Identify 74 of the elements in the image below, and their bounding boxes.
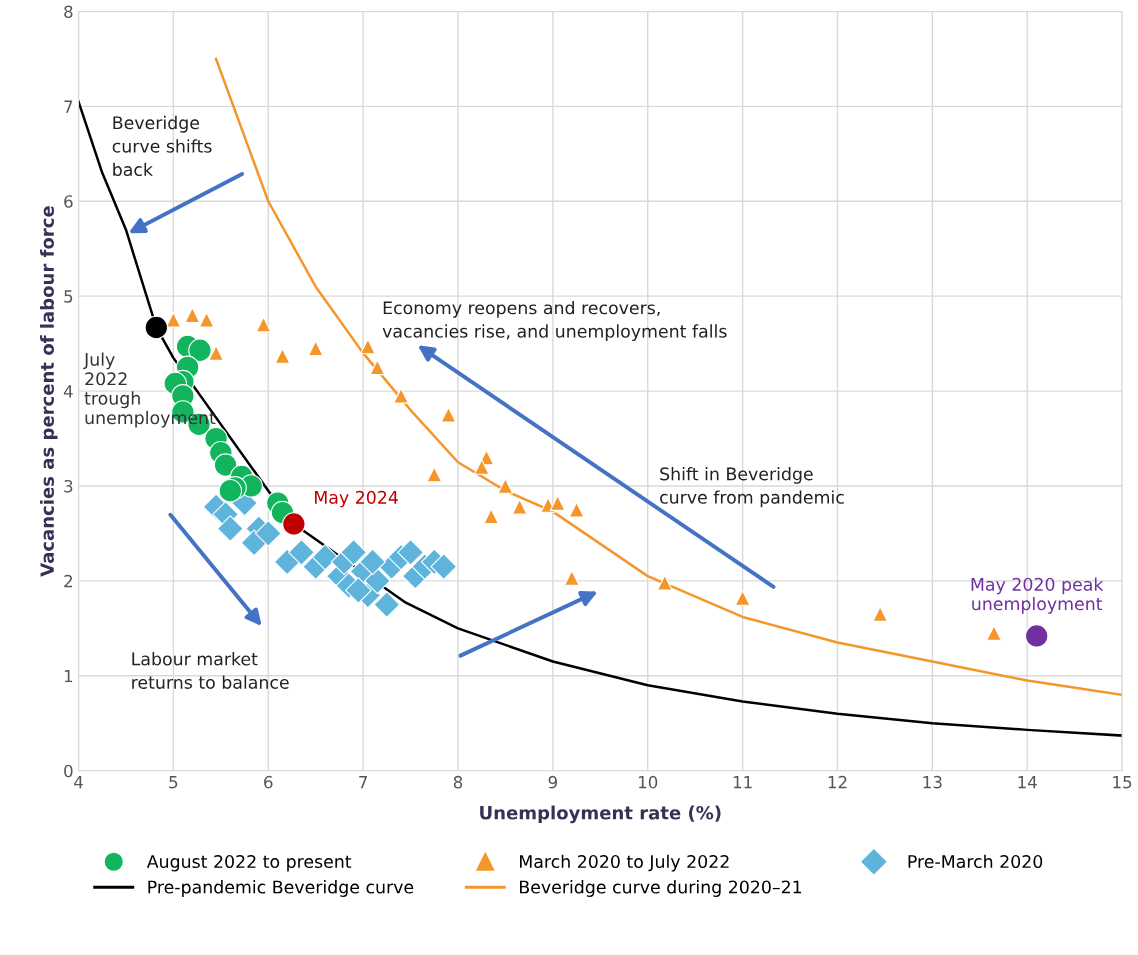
annotation: Labour market returns to balance <box>132 652 289 689</box>
y-tick-label: 0 <box>64 764 73 778</box>
point <box>188 338 212 363</box>
point <box>872 606 888 622</box>
point <box>373 591 401 618</box>
point <box>216 515 244 543</box>
point <box>255 316 272 333</box>
point <box>656 574 673 591</box>
point <box>986 625 1002 641</box>
annotation: Shift in Beveridge curve from pandemic <box>660 466 844 508</box>
point <box>208 345 224 361</box>
x-tick-label: 9 <box>548 775 557 789</box>
x-axis-title: Unemployment rate (%) <box>480 805 721 824</box>
y-tick-label: 7 <box>64 100 73 113</box>
x-tick-label: 14 <box>1018 776 1037 789</box>
point <box>273 548 301 576</box>
point <box>218 478 243 503</box>
point <box>440 406 457 423</box>
point <box>473 459 490 475</box>
x-tick-label: 5 <box>169 776 178 789</box>
point <box>340 539 367 566</box>
x-tick-label: 13 <box>923 775 942 789</box>
y-tick-label: 6 <box>64 195 73 208</box>
point <box>307 340 324 357</box>
y-tick-label: 3 <box>64 479 73 493</box>
point <box>497 478 514 494</box>
x-tick-label: 8 <box>453 775 463 789</box>
annotation: May 2024 <box>315 490 398 508</box>
point <box>369 359 386 376</box>
x-tick-label: 10 <box>638 775 658 789</box>
x-tick-label: 12 <box>828 775 847 789</box>
legend-label: Pre-pandemic Beveridge curve <box>148 880 414 897</box>
legend-label: August 2022 to present <box>146 854 352 872</box>
x-tick-label: 4 <box>74 776 83 789</box>
point <box>184 307 201 323</box>
point <box>360 338 376 355</box>
point <box>363 567 391 595</box>
point <box>568 501 585 518</box>
y-tick-label: 8 <box>64 5 73 19</box>
point <box>426 466 443 483</box>
legend-label: Pre-March 2020 <box>908 854 1043 869</box>
point <box>359 548 386 576</box>
point <box>165 312 182 328</box>
y-tick-label: 4 <box>63 385 73 398</box>
point <box>734 590 751 606</box>
point <box>511 499 528 515</box>
x-tick-label: 11 <box>733 776 752 789</box>
point <box>430 553 458 581</box>
point <box>483 508 500 525</box>
annotation: Economy reopens and recovers, vacancies rise, and unemployment falls <box>382 300 727 342</box>
y-tick-label: 1 <box>64 669 73 683</box>
annotation: Beveridge curve shifts back <box>112 115 212 177</box>
point <box>274 348 291 364</box>
point <box>397 539 424 566</box>
point <box>254 520 282 547</box>
point <box>240 529 268 557</box>
line-series <box>78 100 1123 737</box>
point <box>198 312 215 328</box>
x-tick-label: 6 <box>264 775 273 789</box>
point <box>549 495 566 511</box>
legend-label: Beveridge curve during 2020–21 <box>520 880 802 897</box>
point <box>563 570 580 586</box>
point <box>345 577 372 604</box>
x-tick-label: 7 <box>359 776 367 789</box>
y-tick-label: 5 <box>64 290 73 303</box>
point <box>288 539 315 566</box>
legend-label: March 2020 to July 2022 <box>520 854 729 872</box>
point <box>311 543 339 571</box>
annotation: May 2020 peak unemployment <box>971 577 1104 614</box>
point <box>393 387 409 404</box>
y-axis-title: Vacancies as percent of labour force <box>40 206 58 577</box>
point <box>213 453 238 477</box>
x-tick-label: 15 <box>1113 776 1132 789</box>
y-tick-label: 2 <box>64 574 72 588</box>
